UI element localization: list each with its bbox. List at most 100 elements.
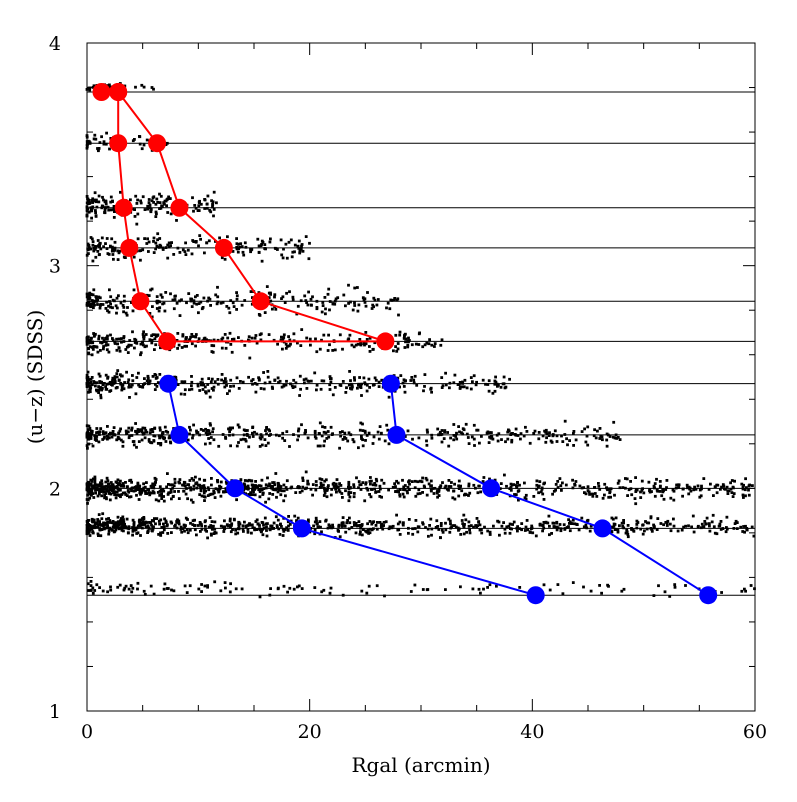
scatter-point [125,485,129,489]
scatter-point [215,201,218,205]
scatter-point [163,202,166,206]
scatter-point [281,337,285,340]
scatter-point [406,491,409,495]
scatter-point [166,430,170,434]
scatter-point [443,429,447,432]
scatter-point [272,481,276,484]
scatter-point [568,529,572,533]
scatter-point [341,516,345,519]
scatter-point [140,83,144,87]
scatter-point [105,300,108,304]
scatter-point [732,527,736,530]
scatter-point [410,480,414,483]
scatter-point [624,531,628,535]
scatter-point [246,528,250,531]
scatter-point [141,340,144,344]
scatter-point [360,533,364,537]
scatter-point [143,426,147,430]
scatter-point [222,530,226,533]
scatter-point [276,342,279,346]
scatter-point [472,374,476,378]
scatter-point [119,337,123,340]
scatter-point [156,442,160,445]
scatter-point [130,428,133,432]
scatter-point [198,389,202,392]
scatter-point [447,444,451,448]
scatter-point [108,492,112,495]
scatter-point [124,584,128,588]
scatter-point [310,303,313,307]
scatter-point [251,296,254,299]
scatter-point [428,524,431,527]
scatter-point [687,492,691,496]
scatter-point [196,382,200,386]
scatter-point [452,434,456,437]
scatter-point [285,430,289,433]
scatter-point [159,518,163,522]
scatter-point [657,584,660,588]
scatter-point [129,495,133,499]
scatter-point [500,524,504,528]
scatter-point [152,240,155,243]
scatter-point [94,211,97,215]
scatter-point [467,442,471,445]
scatter-point [457,527,461,531]
scatter-point [87,338,90,342]
scatter-point [613,436,617,440]
scatter-point [155,212,158,216]
scatter-point [369,482,372,486]
scatter-point [724,530,728,534]
scatter-point [104,142,108,146]
scatter-point [158,192,161,196]
scatter-point [447,485,451,488]
scatter-point [466,436,470,439]
scatter-point [109,588,113,592]
scatter-point [250,336,254,340]
scatter-point [115,493,119,497]
scatter-point [304,430,307,434]
scatter-point [190,498,193,502]
scatter-point [200,590,203,593]
series-marker [593,519,612,538]
scatter-point [689,489,693,493]
scatter-point [91,243,95,247]
scatter-point [229,525,232,529]
scatter-point [444,383,448,387]
scatter-point [182,489,185,493]
scatter-point [139,258,142,262]
scatter-point [329,493,333,497]
scatter-point [120,522,123,526]
scatter-point [162,528,166,532]
scatter-point [719,487,722,491]
scatter-point [129,584,133,587]
scatter-point [125,526,129,530]
scatter-point [224,586,227,590]
scatter-point [300,587,304,590]
scatter-point [152,484,155,488]
scatter-point [377,385,381,388]
scatter-point [641,532,645,536]
scatter-point [346,439,350,443]
scatter-point [159,346,162,350]
scatter-point [97,513,101,516]
scatter-point [194,335,198,339]
scatter-point [99,396,103,400]
scatter-point [87,252,90,255]
scatter-point [319,483,323,487]
scatter-point [405,489,409,493]
scatter-point [669,529,673,533]
scatter-point [147,201,151,204]
scatter-point [113,375,117,378]
scatter-point [518,483,521,487]
scatter-point [90,376,94,379]
scatter-point [513,493,516,496]
scatter-point [277,488,281,492]
scatter-point [407,531,410,535]
scatter-point [143,208,147,211]
scatter-point [537,484,541,488]
scatter-point [207,296,211,300]
scatter-point [286,520,290,524]
scatter-point [280,297,283,300]
scatter-point [121,444,125,448]
scatter-point [223,385,227,389]
